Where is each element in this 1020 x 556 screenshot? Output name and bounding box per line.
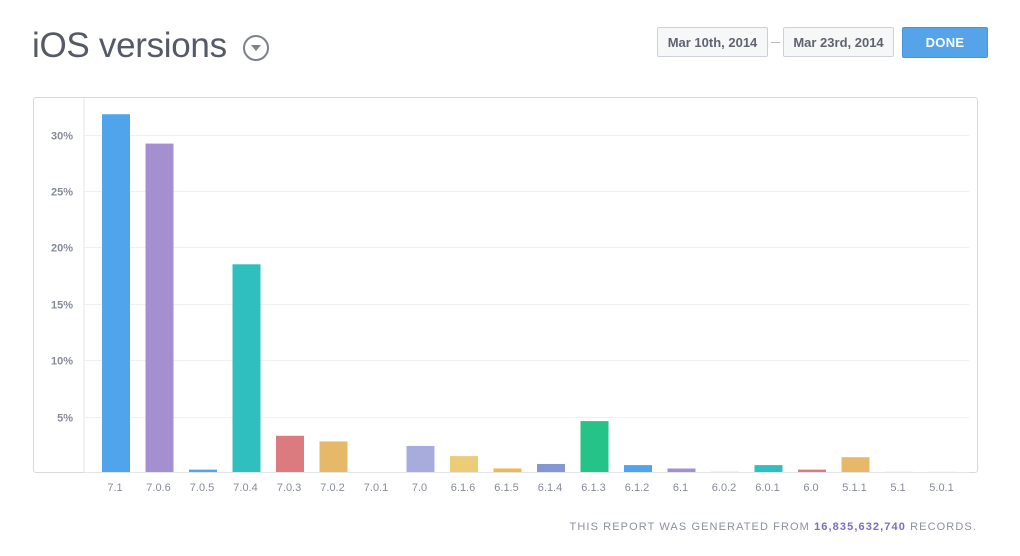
bar-6-1-2 xyxy=(624,465,652,473)
bar-6-1-6 xyxy=(450,456,478,473)
bar-6-1-5 xyxy=(493,468,522,473)
x-tick-label: 6.0.1 xyxy=(755,482,779,494)
footer-prefix: THIS REPORT WAS GENERATED FROM xyxy=(569,521,810,533)
x-tick-label: 6.1 xyxy=(673,482,688,494)
bar-6-1 xyxy=(667,468,696,473)
bar-7-0-5 xyxy=(189,469,217,473)
bar-6-1-4 xyxy=(537,463,565,473)
x-tick-label: 7.0.2 xyxy=(320,482,344,494)
chart-panel: 5% 10% 15% 20% 25% 30% xyxy=(33,97,978,473)
x-axis-labels: 7.1 7.0.6 7.0.5 7.0.4 7.0.3 7.0.2 7.0.1 7.0 6.1.… xyxy=(107,482,953,494)
footer-suffix: RECORDS. xyxy=(910,521,977,533)
bar-7-1 xyxy=(102,114,130,473)
x-tick-label: 5.0.1 xyxy=(929,482,953,494)
bar-6-1-3 xyxy=(580,421,609,473)
x-tick-label: 7.0 xyxy=(412,482,427,494)
y-tick-label: 15% xyxy=(51,300,73,312)
bar-7-0 xyxy=(406,445,435,473)
bar-6-0 xyxy=(798,469,826,473)
page-title: iOS versions xyxy=(32,26,227,65)
x-tick-label: 6.1.2 xyxy=(625,482,649,494)
bar-7-0-4 xyxy=(232,264,261,473)
x-tick-label: 6.0.2 xyxy=(712,482,736,494)
x-tick-label: 7.0.3 xyxy=(277,482,301,494)
x-tick-label: 7.0.6 xyxy=(146,482,170,494)
page-header: iOS versions xyxy=(32,24,269,68)
start-date-field[interactable]: Mar 10th, 2014 xyxy=(657,27,768,57)
x-tick-label: 7.0.1 xyxy=(364,482,388,494)
x-tick-label: 5.1.1 xyxy=(842,482,866,494)
bar-7-0-2 xyxy=(319,441,348,473)
y-tick-label: 10% xyxy=(51,356,73,368)
x-tick-label: 6.1.3 xyxy=(581,482,605,494)
bar-7-0-6 xyxy=(145,143,174,473)
bar-6-0-1 xyxy=(754,465,783,473)
y-tick-label: 5% xyxy=(57,413,73,425)
x-tick-label: 5.1 xyxy=(890,482,905,494)
x-tick-label: 6.1.6 xyxy=(451,482,475,494)
y-tick-label: 30% xyxy=(51,131,73,143)
x-tick-label: 6.1.4 xyxy=(538,482,562,494)
x-tick-label: 7.0.5 xyxy=(190,482,214,494)
bar-5-1-1 xyxy=(841,457,870,473)
done-button[interactable]: DONE xyxy=(902,27,988,58)
x-tick-label: 6.1.5 xyxy=(494,482,518,494)
y-tick-label: 25% xyxy=(51,187,73,199)
date-range-separator xyxy=(771,42,780,43)
records-count: 16,835,632,740 xyxy=(814,521,906,533)
x-tick-label: 6.0 xyxy=(803,482,818,494)
x-tick-label: 7.1 xyxy=(107,482,122,494)
bar-7-0-3 xyxy=(276,435,304,473)
end-date-field[interactable]: Mar 23rd, 2014 xyxy=(783,27,894,57)
x-tick-label: 7.0.4 xyxy=(233,482,257,494)
report-footer: THIS REPORT WAS GENERATED FROM 16,835,63… xyxy=(570,521,977,533)
y-tick-label: 20% xyxy=(51,243,73,255)
bar-chart: 5% 10% 15% 20% 25% 30% xyxy=(51,98,969,473)
chevron-down-icon[interactable] xyxy=(242,35,269,61)
